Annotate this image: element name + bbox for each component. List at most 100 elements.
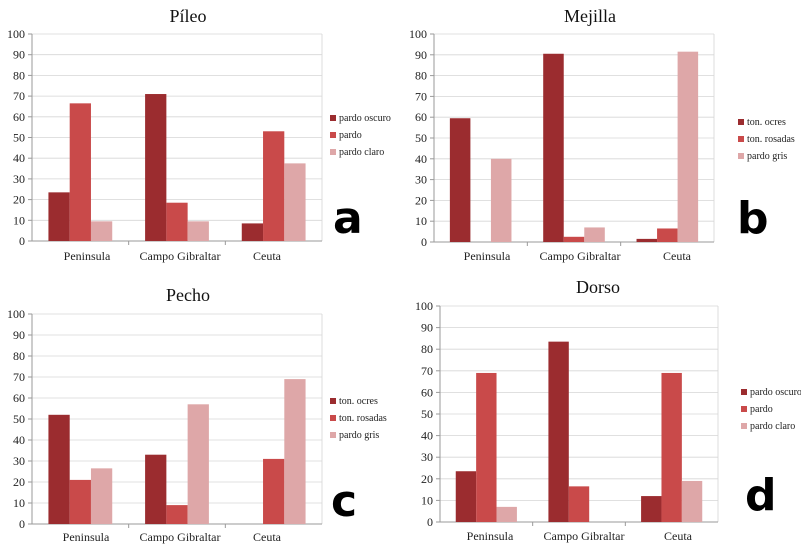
legend-swatch <box>738 153 744 159</box>
y-tick-label: 70 <box>13 89 25 103</box>
x-tick-label: Peninsula <box>467 529 514 543</box>
legend: ton. ocres ton. rosadas pardo gris <box>330 396 387 441</box>
bar-peninsula-ton-ocres <box>449 118 471 242</box>
chart-title: Píleo <box>169 6 206 26</box>
y-tick-label: 90 <box>13 328 25 342</box>
y-tick-label: 80 <box>415 69 427 83</box>
chart-panel-c: Pecho 0 10 20 30 40 50 60 70 80 90 100 Peninsula Camp… <box>7 285 387 544</box>
y-tick-label: 60 <box>13 391 25 405</box>
y-tick-label: 50 <box>415 131 427 145</box>
y-tick-label: 70 <box>415 89 427 103</box>
chart-title: Dorso <box>576 277 620 297</box>
legend-swatch <box>330 415 336 421</box>
bar-ceuta-ton-rosadas <box>657 228 678 242</box>
legend-swatch <box>741 389 747 395</box>
bar-ceuta-pardo <box>661 372 682 522</box>
x-tick-label: Peninsula <box>63 530 110 544</box>
x-tick-label: Campo Gibraltar <box>140 249 221 263</box>
legend-swatch <box>330 115 336 121</box>
y-tick-label: 10 <box>13 496 25 510</box>
bar-ceuta-pardo <box>263 131 285 241</box>
bar-campo-gibraltar-pardo-oscuro <box>548 341 569 522</box>
y-tick-label: 90 <box>421 321 433 335</box>
bar-campo-gibraltar-ton-ocres <box>543 53 564 243</box>
y-tick-label: 10 <box>13 213 25 227</box>
y-tick-label: 30 <box>13 172 25 186</box>
legend-label: pardo gris <box>339 430 379 441</box>
y-tick-label: 80 <box>421 342 433 356</box>
y-tick-label: 40 <box>13 151 25 165</box>
y-tick-label: 30 <box>421 450 433 464</box>
legend-label: pardo <box>339 130 362 141</box>
bar-campo-gibraltar-pardo <box>166 202 188 241</box>
legend-label: ton. rosadas <box>339 413 387 424</box>
bar-ceuta-pardo-oscuro <box>241 223 264 241</box>
y-tick-label: 100 <box>7 27 25 41</box>
bar-peninsula-ton-rosadas <box>69 479 91 524</box>
x-tick-label: Campo Gibraltar <box>544 529 625 543</box>
y-tick-label: 70 <box>421 364 433 378</box>
legend-label: pardo <box>750 404 773 415</box>
bar-peninsula-pardo-gris <box>90 468 113 524</box>
bar-campo-gibraltar-pardo-gris <box>187 404 209 524</box>
bar-campo-gibraltar-pardo-claro <box>187 221 209 241</box>
chart-panel-b: Mejilla 0 10 20 30 40 50 60 70 80 90 100 Peninsula Ca… <box>409 6 795 263</box>
y-tick-label: 0 <box>427 515 433 529</box>
y-tick-label: 90 <box>13 48 25 62</box>
bar-peninsula-pardo <box>69 103 91 241</box>
bar-peninsula-pardo-oscuro <box>48 192 70 241</box>
y-tick-label: 10 <box>415 214 427 228</box>
bar-ceuta-pardo-claro <box>284 163 306 241</box>
y-tick-label: 20 <box>421 472 433 486</box>
bar-peninsula-pardo-claro <box>90 221 113 241</box>
x-tick-label: Peninsula <box>464 249 511 263</box>
y-tick-label: 60 <box>415 110 427 124</box>
panel-letter: a <box>333 193 363 244</box>
bar-campo-gibraltar-pardo <box>568 486 590 522</box>
y-tick-label: 0 <box>19 517 25 531</box>
legend-label: pardo oscuro <box>750 387 801 398</box>
chart-title: Pecho <box>166 285 210 305</box>
y-tick-label: 80 <box>13 349 25 363</box>
y-tick-label: 20 <box>13 193 25 207</box>
bar-campo-gibraltar-ton-ocres <box>145 454 167 524</box>
legend-swatch <box>738 119 744 125</box>
x-tick-label: Ceuta <box>664 529 693 543</box>
y-tick-label: 50 <box>13 412 25 426</box>
y-tick-label: 40 <box>415 152 427 166</box>
bar-ceuta-pardo-gris <box>284 379 306 524</box>
chart-panel-d: Dorso 0 10 20 30 40 50 60 70 80 90 100 Peninsula Camp… <box>415 277 801 543</box>
y-tick-label: 90 <box>415 48 427 62</box>
legend-label: ton. rosadas <box>747 134 795 145</box>
y-tick-label: 10 <box>421 493 433 507</box>
legend-label: ton. ocres <box>747 117 786 128</box>
legend-swatch <box>330 432 336 438</box>
panel-letter: c <box>331 476 357 527</box>
y-tick-label: 0 <box>421 235 427 249</box>
legend-label: ton. ocres <box>339 396 378 407</box>
legend: pardo oscuro pardo pardo claro <box>330 113 391 158</box>
bar-ceuta-pardo-claro <box>681 480 703 522</box>
bar-campo-gibraltar-pardo-gris <box>584 227 605 242</box>
bar-ceuta-ton-rosadas <box>263 458 285 524</box>
legend-swatch <box>738 136 744 142</box>
legend-label: pardo claro <box>339 147 384 158</box>
y-tick-label: 40 <box>421 429 433 443</box>
y-tick-label: 60 <box>421 385 433 399</box>
chart-title: Mejilla <box>564 6 616 26</box>
bar-campo-gibraltar-pardo-oscuro <box>145 94 167 241</box>
y-tick-label: 30 <box>13 454 25 468</box>
y-tick-label: 70 <box>13 370 25 384</box>
y-tick-label: 20 <box>415 193 427 207</box>
bar-peninsula-pardo-gris <box>490 158 512 242</box>
y-tick-label: 100 <box>409 27 427 41</box>
legend-label: pardo gris <box>747 151 787 162</box>
y-tick-label: 0 <box>19 234 25 248</box>
y-tick-label: 40 <box>13 433 25 447</box>
bar-campo-gibraltar-ton-rosadas <box>563 236 585 242</box>
bar-ceuta-pardo-gris <box>677 51 699 243</box>
y-tick-label: 50 <box>13 131 25 145</box>
bar-peninsula-pardo-claro <box>496 506 517 522</box>
bar-peninsula-pardo <box>476 372 497 522</box>
